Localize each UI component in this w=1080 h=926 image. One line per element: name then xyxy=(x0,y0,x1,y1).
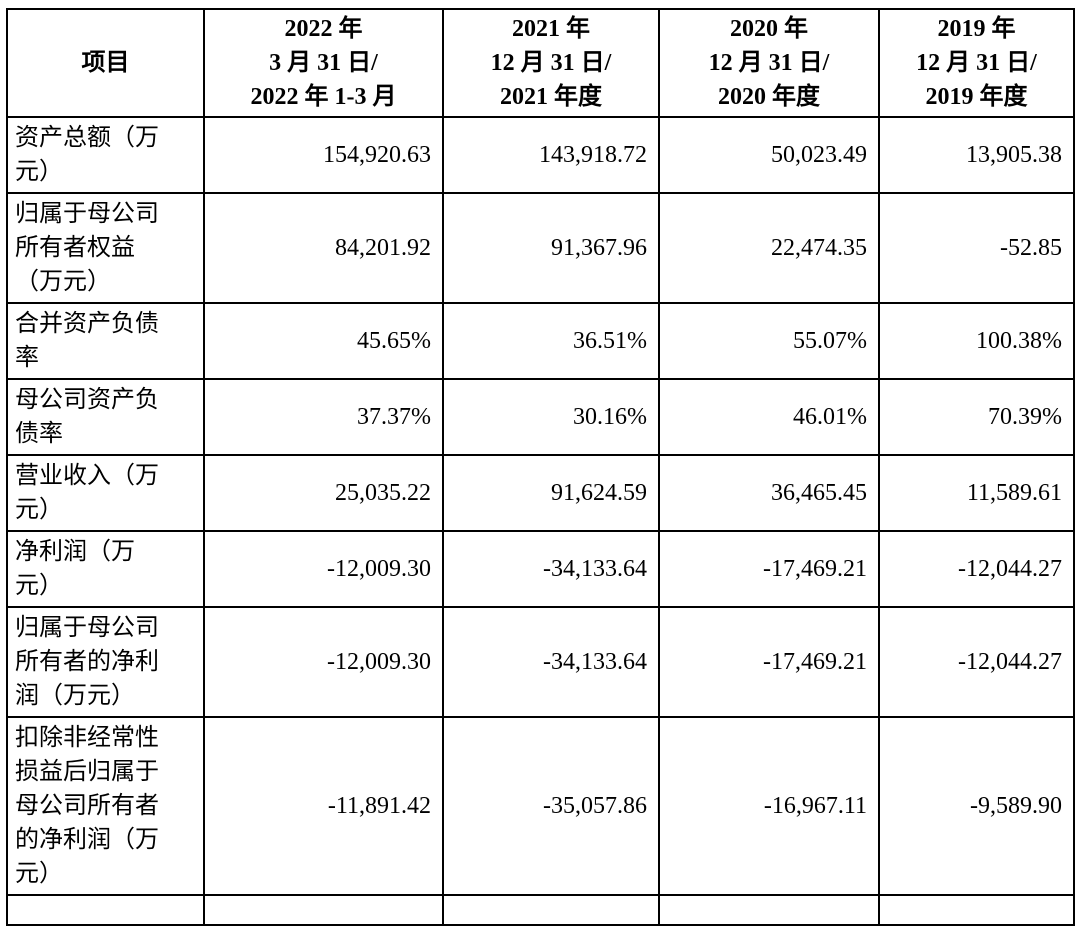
row-label: 合并资产负债 率 xyxy=(6,302,205,380)
value-cell: 91,367.96 xyxy=(442,192,660,304)
value-cell: 36,465.45 xyxy=(658,454,880,532)
row-label: 归属于母公司 所有者权益 （万元） xyxy=(6,192,205,304)
value-cell: 70.39% xyxy=(878,378,1075,456)
header-period-2022-cell: 2022 年 3 月 31 日/ 2022 年 1-3 月 xyxy=(203,8,444,118)
value-cell: -12,044.27 xyxy=(878,530,1075,608)
value-cell: -17,469.21 xyxy=(658,606,880,718)
row-label: 资产总额（万 元） xyxy=(6,116,205,194)
value-cell: 36.51% xyxy=(442,302,660,380)
value-cell: 13,905.38 xyxy=(878,116,1075,194)
value-cell: 22,474.35 xyxy=(658,192,880,304)
table-row-parent-debt-ratio: 母公司资产负 债率 37.37% 30.16% 46.01% 70.39% xyxy=(6,378,1075,456)
table-row-operating-revenue: 营业收入（万 元） 25,035.22 91,624.59 36,465.45 … xyxy=(6,454,1075,532)
financial-summary-table: 项目 2022 年 3 月 31 日/ 2022 年 1-3 月 2021 年 … xyxy=(6,8,1075,926)
value-cell: -17,469.21 xyxy=(658,530,880,608)
value-cell: 91,624.59 xyxy=(442,454,660,532)
value-cell: -12,009.30 xyxy=(203,606,444,718)
value-cell: -52.85 xyxy=(878,192,1075,304)
header-row: 项目 2022 年 3 月 31 日/ 2022 年 1-3 月 2021 年 … xyxy=(6,8,1075,118)
header-period-2021-cell: 2021 年 12 月 31 日/ 2021 年度 xyxy=(442,8,660,118)
value-cell: 37.37% xyxy=(203,378,444,456)
value-cell: -9,589.90 xyxy=(878,716,1075,896)
value-cell: -11,891.42 xyxy=(203,716,444,896)
partial-row-cell xyxy=(6,894,205,926)
value-cell: 46.01% xyxy=(658,378,880,456)
row-label: 扣除非经常性 损益后归属于 母公司所有者 的净利润（万 元） xyxy=(6,716,205,896)
table-row-partial-clipped xyxy=(6,894,1075,926)
header-period-2020-cell: 2020 年 12 月 31 日/ 2020 年度 xyxy=(658,8,880,118)
value-cell: -16,967.11 xyxy=(658,716,880,896)
row-label: 净利润（万 元） xyxy=(6,530,205,608)
value-cell: -12,009.30 xyxy=(203,530,444,608)
table-row-consolidated-debt-ratio: 合并资产负债 率 45.65% 36.51% 55.07% 100.38% xyxy=(6,302,1075,380)
value-cell: 154,920.63 xyxy=(203,116,444,194)
value-cell: 100.38% xyxy=(878,302,1075,380)
financial-summary-section: 项目 2022 年 3 月 31 日/ 2022 年 1-3 月 2021 年 … xyxy=(6,8,1075,926)
row-label: 母公司资产负 债率 xyxy=(6,378,205,456)
row-label: 归属于母公司 所有者的净利 润（万元） xyxy=(6,606,205,718)
value-cell: -12,044.27 xyxy=(878,606,1075,718)
value-cell: 25,035.22 xyxy=(203,454,444,532)
table-row-parent-net-profit: 归属于母公司 所有者的净利 润（万元） -12,009.30 -34,133.6… xyxy=(6,606,1075,718)
table-row-parent-equity: 归属于母公司 所有者权益 （万元） 84,201.92 91,367.96 22… xyxy=(6,192,1075,304)
value-cell: -34,133.64 xyxy=(442,606,660,718)
value-cell: -34,133.64 xyxy=(442,530,660,608)
partial-row-cell xyxy=(442,894,660,926)
partial-row-cell xyxy=(878,894,1075,926)
header-period-2019-cell: 2019 年 12 月 31 日/ 2019 年度 xyxy=(878,8,1075,118)
value-cell: -35,057.86 xyxy=(442,716,660,896)
header-item-cell: 项目 xyxy=(6,8,205,118)
value-cell: 30.16% xyxy=(442,378,660,456)
partial-row-cell xyxy=(658,894,880,926)
partial-row-cell xyxy=(203,894,444,926)
value-cell: 45.65% xyxy=(203,302,444,380)
value-cell: 11,589.61 xyxy=(878,454,1075,532)
row-label: 营业收入（万 元） xyxy=(6,454,205,532)
value-cell: 143,918.72 xyxy=(442,116,660,194)
value-cell: 50,023.49 xyxy=(658,116,880,194)
table-row-total-assets: 资产总额（万 元） 154,920.63 143,918.72 50,023.4… xyxy=(6,116,1075,194)
value-cell: 55.07% xyxy=(658,302,880,380)
table-row-deducted-net-profit: 扣除非经常性 损益后归属于 母公司所有者 的净利润（万 元） -11,891.4… xyxy=(6,716,1075,896)
value-cell: 84,201.92 xyxy=(203,192,444,304)
table-row-net-profit: 净利润（万 元） -12,009.30 -34,133.64 -17,469.2… xyxy=(6,530,1075,608)
